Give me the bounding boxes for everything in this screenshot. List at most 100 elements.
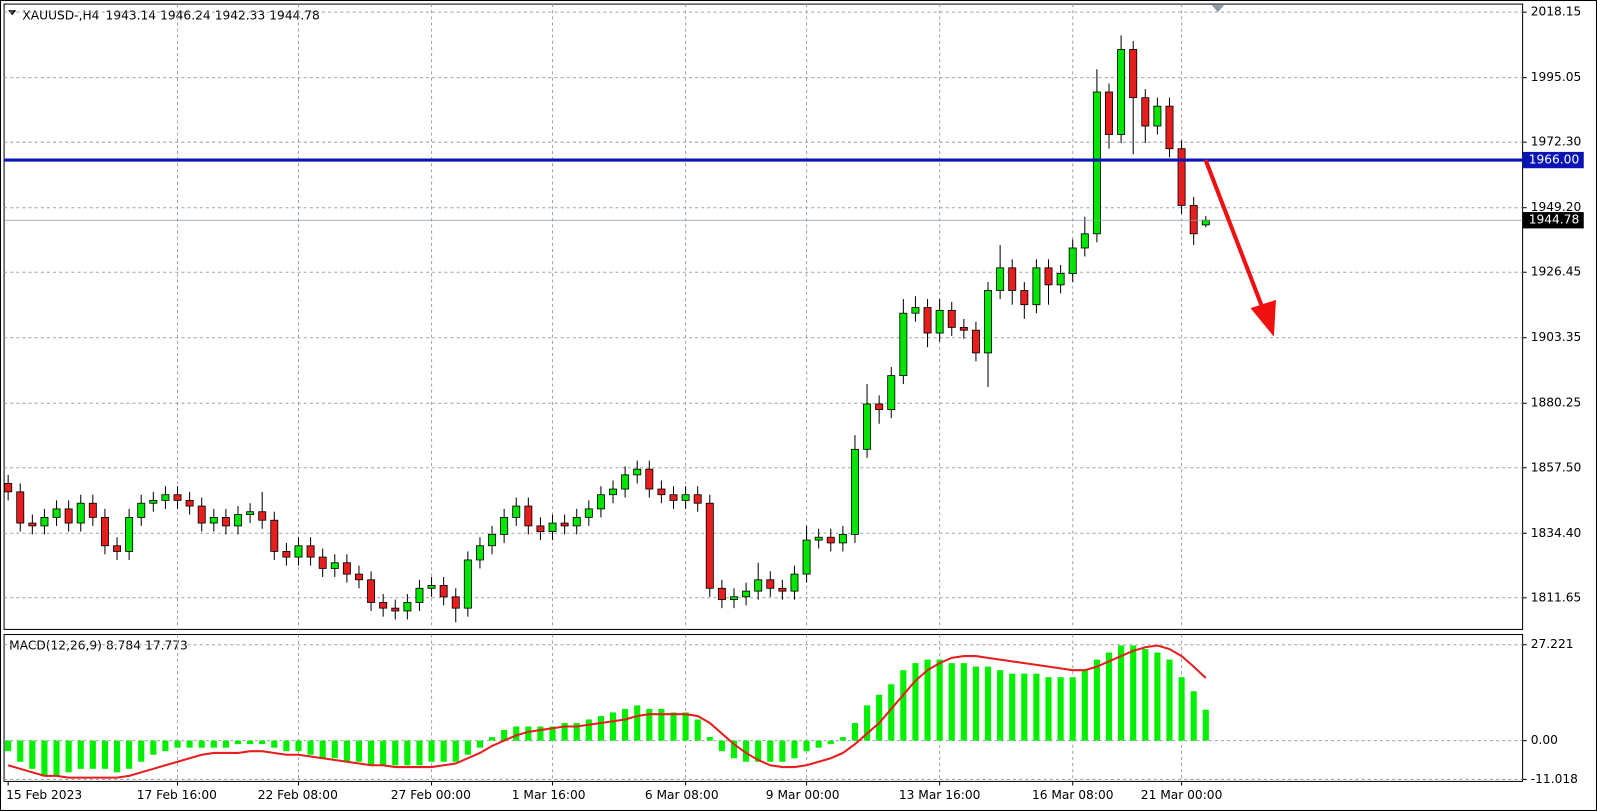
- candle-body: [850, 448, 859, 535]
- macd-bar: [150, 740, 157, 755]
- candle-body: [330, 562, 339, 569]
- candle-body: [947, 309, 956, 328]
- candle-body: [766, 579, 775, 589]
- candle-body: [899, 312, 908, 377]
- x-tick-label: 15 Feb 2023: [6, 788, 82, 802]
- macd-bar: [89, 740, 96, 769]
- candle-body: [1032, 267, 1041, 306]
- x-tick-label: 6 Mar 08:00: [645, 788, 719, 802]
- candle-body: [838, 534, 847, 544]
- candle-body: [125, 516, 134, 552]
- candle-body: [306, 545, 315, 558]
- candle-body: [451, 596, 460, 609]
- macd-bar: [682, 712, 689, 741]
- candle-body: [391, 607, 400, 612]
- candle-body: [185, 499, 194, 507]
- macd-bar: [670, 712, 677, 741]
- candle-body: [971, 329, 980, 354]
- candle-body: [209, 516, 218, 524]
- macd-bar: [839, 737, 846, 741]
- candle-body: [1153, 105, 1162, 127]
- signal-line: [7, 644, 1207, 779]
- macd-bar: [525, 726, 532, 741]
- macd-bar: [77, 740, 84, 769]
- macd-bar: [1178, 677, 1185, 741]
- candle-body: [342, 562, 351, 575]
- macd-bar: [646, 708, 653, 741]
- candle-body: [439, 585, 448, 598]
- macd-bar: [343, 740, 350, 762]
- macd-bar: [198, 740, 205, 748]
- candle-body: [367, 579, 376, 603]
- candle-body: [621, 474, 630, 490]
- candle-body: [512, 505, 521, 518]
- macd-bar: [984, 666, 992, 741]
- x-tick-label: 9 Mar 00:00: [766, 788, 840, 802]
- candle-body: [814, 536, 823, 541]
- macd-bar: [743, 740, 750, 762]
- macd-bar: [888, 684, 895, 741]
- candle-body: [657, 488, 666, 496]
- macd-bar: [718, 740, 725, 752]
- candle-body: [596, 494, 605, 510]
- macd-bar: [767, 740, 774, 762]
- candle-body: [863, 403, 872, 450]
- candle-body: [1129, 49, 1138, 99]
- macd-bar: [864, 705, 871, 741]
- macd-bar: [464, 740, 471, 755]
- macd-bar: [1142, 649, 1149, 741]
- candle-body: [427, 585, 436, 589]
- macd-bar: [5, 740, 12, 752]
- macd-bar: [29, 740, 36, 769]
- macd-bar: [597, 715, 604, 741]
- y-tick-label: 1857.50: [1531, 460, 1582, 474]
- candle-body: [572, 516, 581, 527]
- candle-body: [1020, 290, 1029, 306]
- candle-body: [161, 494, 170, 501]
- candle-body: [826, 536, 835, 544]
- candle-body: [935, 309, 944, 334]
- macd-bar: [972, 666, 979, 741]
- arrow-shaft: [1203, 159, 1266, 312]
- macd-bar: [815, 740, 822, 748]
- macd-bar: [1069, 677, 1076, 741]
- macd-bar: [948, 663, 955, 741]
- candle-body: [64, 508, 73, 524]
- macd-bar: [501, 730, 508, 741]
- candle-body: [633, 468, 642, 476]
- macd-bar: [1021, 673, 1028, 741]
- candle-body: [88, 502, 97, 518]
- macd-bar: [755, 740, 762, 762]
- shift-marker: [1211, 5, 1224, 13]
- candle-body: [1068, 247, 1077, 274]
- macd-bar: [162, 740, 169, 752]
- macd-bar: [960, 663, 967, 741]
- macd-bar: [876, 694, 883, 741]
- macd-bar: [779, 740, 786, 762]
- close-value: 1944.78: [269, 8, 320, 22]
- candle-body: [1201, 219, 1210, 226]
- macd-bar: [936, 659, 943, 741]
- macd-bar: [900, 670, 907, 741]
- macd-bar: [428, 740, 435, 762]
- macd-bar: [234, 740, 242, 745]
- candle-body: [536, 525, 545, 532]
- candle-body: [197, 505, 206, 524]
- candle-body: [1056, 273, 1065, 286]
- candle-body: [875, 403, 884, 411]
- candle-body: [984, 290, 993, 354]
- current-price-label: 1944.78: [1529, 213, 1580, 227]
- candle-body: [754, 579, 763, 592]
- macd-bar: [658, 708, 665, 741]
- macd-bar: [138, 740, 145, 762]
- macd-bar: [53, 740, 60, 776]
- y-tick-label: 1903.35: [1531, 330, 1582, 344]
- macd-bar: [1093, 659, 1100, 741]
- y-tick-label: 1972.30: [1531, 135, 1582, 149]
- macd-bar: [113, 740, 121, 773]
- macd-bar: [609, 712, 617, 741]
- macd-bar: [585, 719, 592, 741]
- macd-bar: [416, 740, 423, 766]
- candle-body: [113, 545, 122, 552]
